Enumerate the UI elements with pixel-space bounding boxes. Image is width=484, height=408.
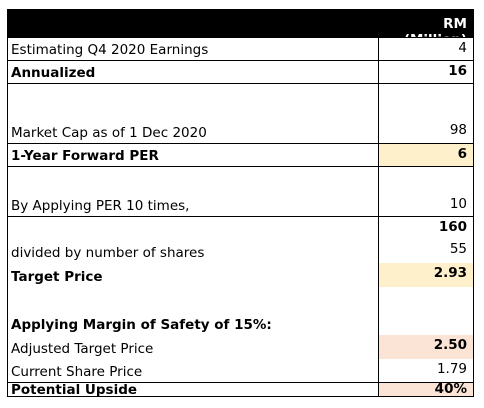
row-value xyxy=(378,84,473,120)
row-current-price: Current Share Price 1.79 xyxy=(8,359,473,383)
row-annualized: Annualized 16 xyxy=(8,60,473,84)
row-spacer xyxy=(8,84,473,120)
row-market-cap: Market Cap as of 1 Dec 2020 98 xyxy=(8,120,473,143)
row-adjusted-target: Adjusted Target Price 2.50 xyxy=(8,335,473,359)
row-label: Annualized xyxy=(11,65,96,81)
row-label: Current Share Price xyxy=(11,364,143,380)
row-label: Estimating Q4 2020 Earnings xyxy=(11,42,209,58)
row-value: 10 xyxy=(378,194,473,216)
row-potential-upside: Potential Upside 40% xyxy=(8,382,473,398)
row-label: 1-Year Forward PER xyxy=(11,148,159,164)
row-margin-of-safety: Applying Margin of Safety of 15%: xyxy=(8,311,473,335)
row-shares: divided by number of shares 55 xyxy=(8,239,473,263)
row-value: 2.50 xyxy=(378,335,473,359)
row-forward-per: 1-Year Forward PER 6 xyxy=(8,143,473,167)
row-value: 6 xyxy=(378,144,473,166)
row-label: Potential Upside xyxy=(11,382,138,398)
row-value: 55 xyxy=(378,239,473,263)
row-target-price: Target Price 2.93 xyxy=(8,263,473,287)
row-label: Market Cap as of 1 Dec 2020 xyxy=(11,125,207,141)
row-q4-earnings: Estimating Q4 2020 Earnings 4 xyxy=(8,37,473,60)
row-label: divided by number of shares xyxy=(11,245,205,261)
row-value: 40% xyxy=(378,382,473,396)
row-label: Target Price xyxy=(11,269,103,285)
row-value xyxy=(378,311,473,335)
row-value: 160 xyxy=(378,217,473,239)
row-value xyxy=(378,287,473,311)
row-apply-per: By Applying PER 10 times, 10 xyxy=(8,194,473,216)
row-product: 160 xyxy=(8,216,473,239)
row-spacer xyxy=(8,287,473,311)
row-value: 98 xyxy=(378,120,473,143)
row-value: 4 xyxy=(378,38,473,60)
row-label: By Applying PER 10 times, xyxy=(11,198,190,214)
row-spacer xyxy=(8,167,473,194)
row-value: 1.79 xyxy=(378,359,473,382)
row-label: Applying Margin of Safety of 15%: xyxy=(11,317,272,333)
unit-header: RM (Million) xyxy=(378,10,473,48)
row-label: Adjusted Target Price xyxy=(11,341,154,357)
row-value xyxy=(378,167,473,194)
valuation-table: RM (Million) Estimating Q4 2020 Earnings… xyxy=(7,9,474,398)
header-row: RM (Million) xyxy=(8,10,473,48)
row-value: 2.93 xyxy=(378,263,473,287)
row-value: 16 xyxy=(378,61,473,83)
